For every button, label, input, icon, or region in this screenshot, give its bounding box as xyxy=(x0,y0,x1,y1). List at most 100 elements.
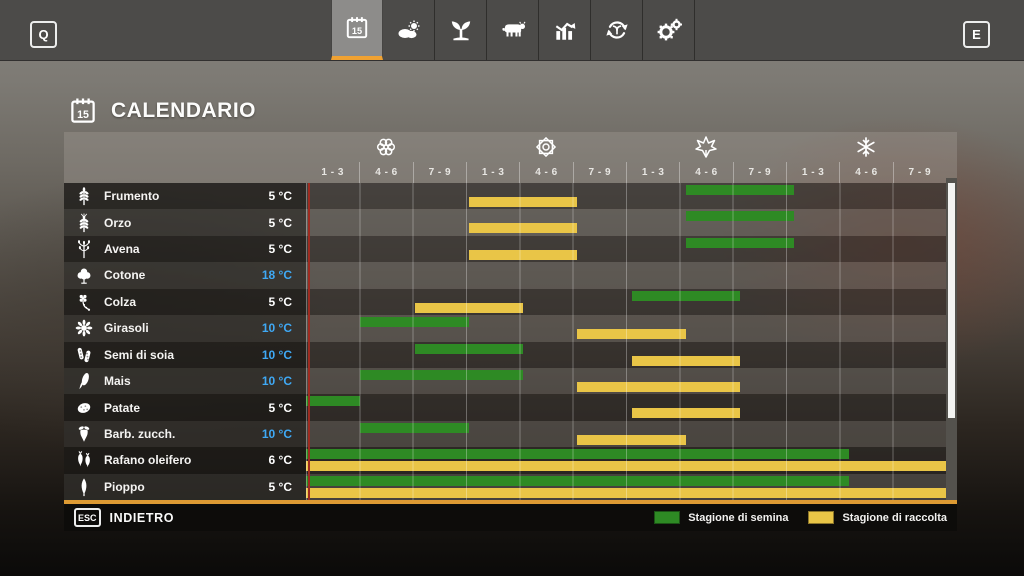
corn-icon xyxy=(74,371,94,391)
svg-text:15: 15 xyxy=(352,26,362,36)
sowing-bar xyxy=(306,449,849,460)
stats-icon xyxy=(552,17,578,43)
harvest-bar xyxy=(468,249,578,260)
crop-name: Barb. zucch. xyxy=(104,427,176,441)
crop-name: Colza xyxy=(104,294,137,309)
sprout-icon xyxy=(448,17,474,43)
sowing-bar xyxy=(306,475,849,486)
crop-timeline xyxy=(306,474,957,500)
month-range-label: 1 - 3 xyxy=(465,162,519,183)
page-header: 15 CALENDARIO xyxy=(68,96,256,126)
crop-label-cell: Rafano oleifero 6 °C xyxy=(64,447,306,474)
legend-label: Stagione di semina xyxy=(688,511,789,524)
poplar-icon xyxy=(74,477,94,497)
crop-temp: 5 °C xyxy=(268,215,292,230)
legend: Stagione di semina Stagione di raccolta xyxy=(654,511,947,524)
crop-timeline xyxy=(306,421,957,447)
gears-icon xyxy=(656,17,682,43)
crop-timeline xyxy=(306,394,957,420)
production-icon xyxy=(604,17,630,43)
month-range-label: 1 - 3 xyxy=(785,162,839,183)
tab-production[interactable] xyxy=(591,0,643,60)
crop-row: Barb. zucch. 10 °C xyxy=(64,420,957,448)
summer-icon xyxy=(534,135,558,159)
crop-temp: 5 °C xyxy=(268,400,292,415)
scrollbar-thumb[interactable] xyxy=(948,183,955,418)
sowing-bar xyxy=(685,211,795,222)
crop-timeline xyxy=(306,262,957,288)
crop-name: Patate xyxy=(104,400,141,415)
legend-swatch xyxy=(654,511,681,524)
month-range-label: 7 - 9 xyxy=(892,162,946,183)
tab-settings[interactable] xyxy=(643,0,695,60)
tab-calendar[interactable]: 15 xyxy=(331,0,383,60)
sowing-bar xyxy=(360,369,523,380)
crop-row: Cotone 18 °C xyxy=(64,262,957,289)
back-button[interactable]: ESC INDIETRO xyxy=(74,508,174,527)
crop-row: Avena 5 °C xyxy=(64,235,957,263)
key-q-button[interactable]: Q xyxy=(30,21,57,48)
oat-icon xyxy=(74,239,94,259)
harvest-bar xyxy=(468,223,578,234)
month-range-label: 7 - 9 xyxy=(732,162,786,183)
crop-timeline xyxy=(306,447,957,473)
tab-statistics[interactable] xyxy=(539,0,591,60)
month-range-label: 4 - 6 xyxy=(359,162,412,183)
harvest-bar xyxy=(631,355,740,366)
month-range-label: 4 - 6 xyxy=(519,162,572,183)
soybean-icon xyxy=(74,345,94,365)
tab-animals[interactable] xyxy=(487,0,539,60)
spring-icon xyxy=(374,135,398,159)
tab-weather[interactable] xyxy=(383,0,435,60)
crop-label-cell: Cotone 18 °C xyxy=(64,262,306,289)
harvest-bar xyxy=(631,408,740,419)
weather-icon xyxy=(396,17,422,43)
crop-row: Semi di soia 10 °C xyxy=(64,341,957,368)
crop-timeline xyxy=(306,183,957,209)
crop-name: Cotone xyxy=(104,268,146,283)
harvest-bar xyxy=(468,197,578,207)
sowing-bar xyxy=(306,396,361,407)
page-title: CALENDARIO xyxy=(111,99,256,122)
crop-temp: 10 °C xyxy=(261,347,292,362)
current-date-line xyxy=(308,183,310,500)
crop-row: Mais 10 °C xyxy=(64,367,957,395)
back-label: INDIETRO xyxy=(109,510,175,525)
season-winter xyxy=(786,135,946,159)
crop-temp: 5 °C xyxy=(268,242,292,257)
tab-bar: 15 xyxy=(331,0,695,60)
sowing-bar xyxy=(414,343,523,354)
calendar-icon: 15 xyxy=(68,96,98,126)
crop-label-cell: Frumento 5 °C xyxy=(64,183,306,210)
key-e-button[interactable]: E xyxy=(963,21,990,48)
crop-temp: 10 °C xyxy=(261,427,292,441)
tab-crops[interactable] xyxy=(435,0,487,60)
crop-label-cell: Barb. zucch. 10 °C xyxy=(64,420,306,448)
crop-row: Colza 5 °C xyxy=(64,288,957,316)
crop-temp: 6 °C xyxy=(268,453,292,468)
calendar-icon: 15 xyxy=(344,15,370,41)
scrollbar[interactable] xyxy=(946,178,957,500)
month-range-label: 4 - 6 xyxy=(679,162,732,183)
month-range-label: 7 - 9 xyxy=(412,162,466,183)
crop-timeline xyxy=(306,315,957,341)
month-range-label: 1 - 3 xyxy=(321,167,344,178)
legend-label: Stagione di raccolta xyxy=(842,511,947,524)
radish-icon xyxy=(74,450,94,470)
crop-name: Frumento xyxy=(104,189,160,204)
crop-row: Orzo 5 °C xyxy=(64,209,957,236)
crop-timeline xyxy=(306,289,957,315)
crop-temp: 5 °C xyxy=(268,294,292,309)
winter-icon xyxy=(854,135,878,159)
crop-row: Pioppo 5 °C xyxy=(64,473,957,501)
crop-name: Avena xyxy=(104,242,140,257)
cotton-icon xyxy=(74,265,94,285)
crop-label-cell: Girasoli 10 °C xyxy=(64,315,306,342)
crop-label-cell: Avena 5 °C xyxy=(64,235,306,263)
season-spring xyxy=(306,135,466,159)
crop-timeline xyxy=(306,368,957,394)
